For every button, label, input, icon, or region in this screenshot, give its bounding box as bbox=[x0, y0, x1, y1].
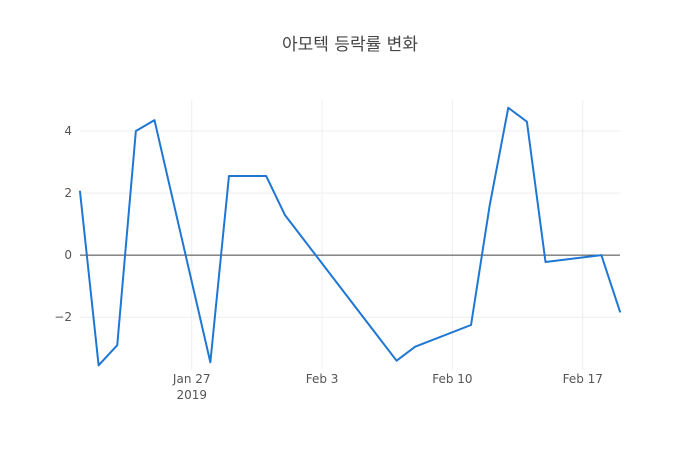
series-line bbox=[79, 106, 621, 367]
x-tick-sublabel: 2019 bbox=[176, 388, 207, 402]
x-tick-label: Feb 10 bbox=[432, 372, 472, 386]
x-tick-label: Feb 17 bbox=[563, 372, 603, 386]
series-layer bbox=[79, 106, 621, 367]
y-tick-label: 4 bbox=[64, 124, 72, 138]
x-tick-label: Feb 3 bbox=[306, 372, 339, 386]
y-tick-label: −2 bbox=[54, 310, 72, 324]
chart-title: 아모텍 등락률 변화 bbox=[282, 35, 418, 55]
y-tick-label: 2 bbox=[64, 186, 72, 200]
y-tick-label: 0 bbox=[64, 248, 72, 262]
axis-layer: Jan 27 2019 Feb 3 Feb 10 Feb 17 −2 0 2 4 bbox=[54, 124, 603, 402]
grid-layer bbox=[80, 100, 620, 370]
x-tick-label: Jan 27 bbox=[172, 372, 211, 386]
